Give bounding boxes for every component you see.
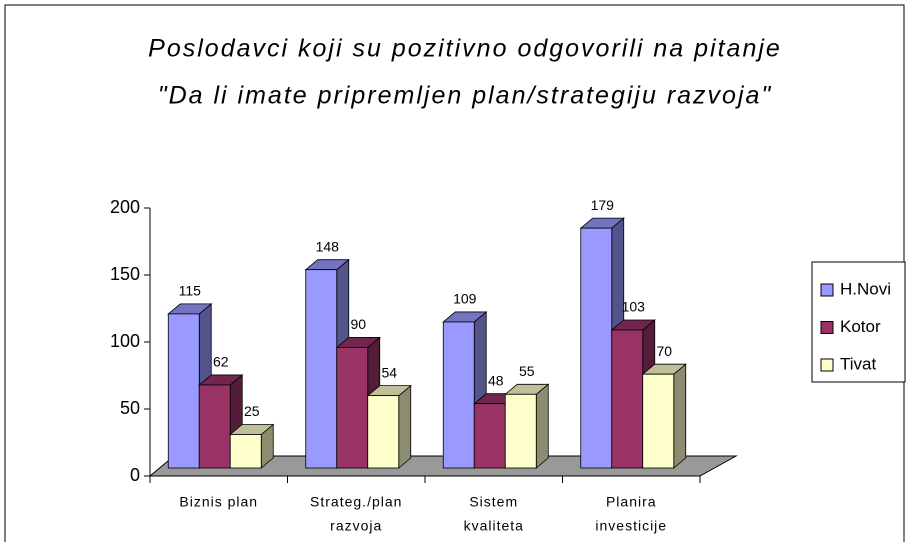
- legend-swatch: [820, 321, 834, 334]
- bar: [198, 384, 231, 469]
- y-tick-label: 50: [120, 398, 140, 418]
- bar-side: [535, 383, 549, 469]
- value-label: 25: [244, 403, 260, 419]
- bar: [229, 434, 262, 469]
- value-label: 55: [519, 363, 535, 379]
- bar: [504, 393, 537, 469]
- bar: [580, 227, 613, 469]
- value-label: 48: [488, 372, 504, 388]
- bar: [367, 395, 400, 469]
- bar: [642, 373, 675, 469]
- chart-title: "Da li imate pripremljen plan/strategiju…: [158, 82, 773, 110]
- x-tick-label: investicije: [595, 518, 667, 534]
- bar: [167, 313, 200, 469]
- legend-swatch: [820, 358, 834, 372]
- value-label: 62: [213, 354, 229, 370]
- y-tick-label: 0: [130, 465, 140, 485]
- chart-title: Poslodavci koji su pozitivno odgovorili …: [148, 35, 782, 63]
- bar-side: [398, 384, 412, 469]
- x-tick-label: Sistem: [469, 494, 518, 510]
- bar-side: [673, 363, 687, 469]
- x-tick-label: razvoja: [330, 518, 382, 534]
- bar: [336, 346, 369, 469]
- x-tick-label: Biznis plan: [179, 494, 258, 510]
- x-tick-label: kvaliteta: [464, 518, 524, 534]
- bar: [473, 403, 506, 469]
- value-label: 115: [179, 283, 202, 299]
- value-label: 54: [381, 364, 397, 380]
- value-label: 103: [622, 299, 646, 315]
- legend-label: H.Novi: [840, 279, 891, 298]
- value-label: 90: [350, 316, 366, 332]
- y-tick-label: 150: [110, 264, 140, 284]
- x-tick-label: Strateg./plan: [310, 494, 402, 510]
- bar: [611, 329, 644, 469]
- value-label: 148: [316, 238, 340, 254]
- legend-label: Tivat: [840, 354, 876, 373]
- legend-swatch: [820, 283, 834, 297]
- bar: [442, 321, 475, 469]
- bar: [305, 269, 338, 469]
- y-tick-label: 200: [110, 197, 140, 217]
- x-tick-label: Planira: [606, 494, 657, 510]
- legend-label: Kotor: [840, 317, 881, 336]
- y-tick-label: 100: [110, 331, 140, 351]
- value-label: 109: [453, 291, 477, 307]
- value-label: 70: [656, 343, 672, 359]
- value-label: 179: [591, 197, 615, 213]
